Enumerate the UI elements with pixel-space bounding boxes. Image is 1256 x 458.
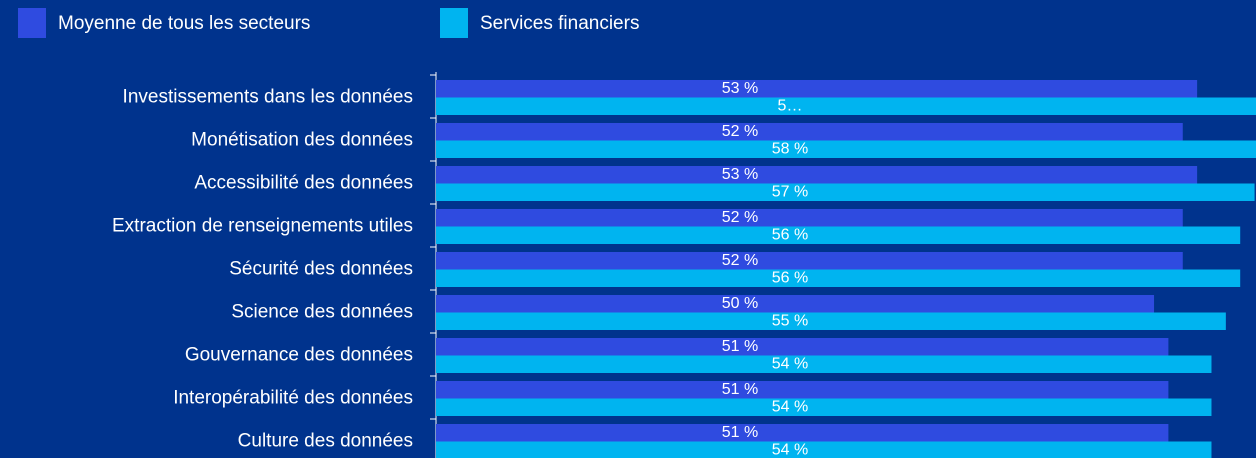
value-label: 54 % (772, 356, 808, 373)
legend-label: Moyenne de tous les secteurs (58, 13, 310, 34)
category-label: Science des données (231, 302, 413, 323)
bar (436, 97, 1256, 115)
bar (436, 441, 1212, 458)
bar (436, 123, 1183, 141)
category-label: Investissements dans les données (123, 87, 413, 108)
value-label: 57 % (772, 184, 808, 201)
value-label: 54 % (772, 442, 808, 458)
category-label: Extraction de renseignements utiles (112, 216, 413, 237)
category-label: Culture des données (238, 431, 413, 452)
bar (436, 80, 1198, 98)
value-label: 56 % (772, 227, 808, 244)
value-label: 52 % (722, 209, 758, 226)
value-label: 5… (778, 98, 803, 115)
bar (436, 226, 1241, 244)
bar (436, 424, 1169, 442)
bar (436, 338, 1169, 356)
value-label: 56 % (772, 270, 808, 287)
category-label: Gouvernance des données (185, 345, 413, 366)
legend-label: Services financiers (480, 13, 639, 34)
value-label: 52 % (722, 252, 758, 269)
bar (436, 355, 1212, 373)
value-label: 51 % (722, 424, 758, 441)
bar (436, 312, 1226, 330)
value-label: 52 % (722, 123, 758, 140)
category-label: Monétisation des données (191, 130, 413, 151)
legend-swatch (18, 8, 46, 38)
bar (436, 398, 1212, 416)
bar (436, 209, 1183, 227)
bar (436, 381, 1169, 399)
value-label: 54 % (772, 399, 808, 416)
bar (436, 269, 1241, 287)
bar (436, 252, 1183, 270)
value-label: 55 % (772, 313, 808, 330)
bar (436, 166, 1198, 184)
value-label: 51 % (722, 381, 758, 398)
category-label: Accessibilité des données (194, 173, 413, 194)
value-label: 51 % (722, 338, 758, 355)
value-label: 53 % (722, 166, 758, 183)
bar (436, 140, 1256, 158)
value-label: 50 % (722, 295, 758, 312)
bar (436, 183, 1255, 201)
legend-swatch (440, 8, 468, 38)
value-label: 58 % (772, 141, 808, 158)
category-label: Interopérabilité des données (173, 388, 413, 409)
bar (436, 295, 1155, 313)
value-label: 53 % (722, 80, 758, 97)
category-label: Sécurité des données (229, 259, 413, 280)
